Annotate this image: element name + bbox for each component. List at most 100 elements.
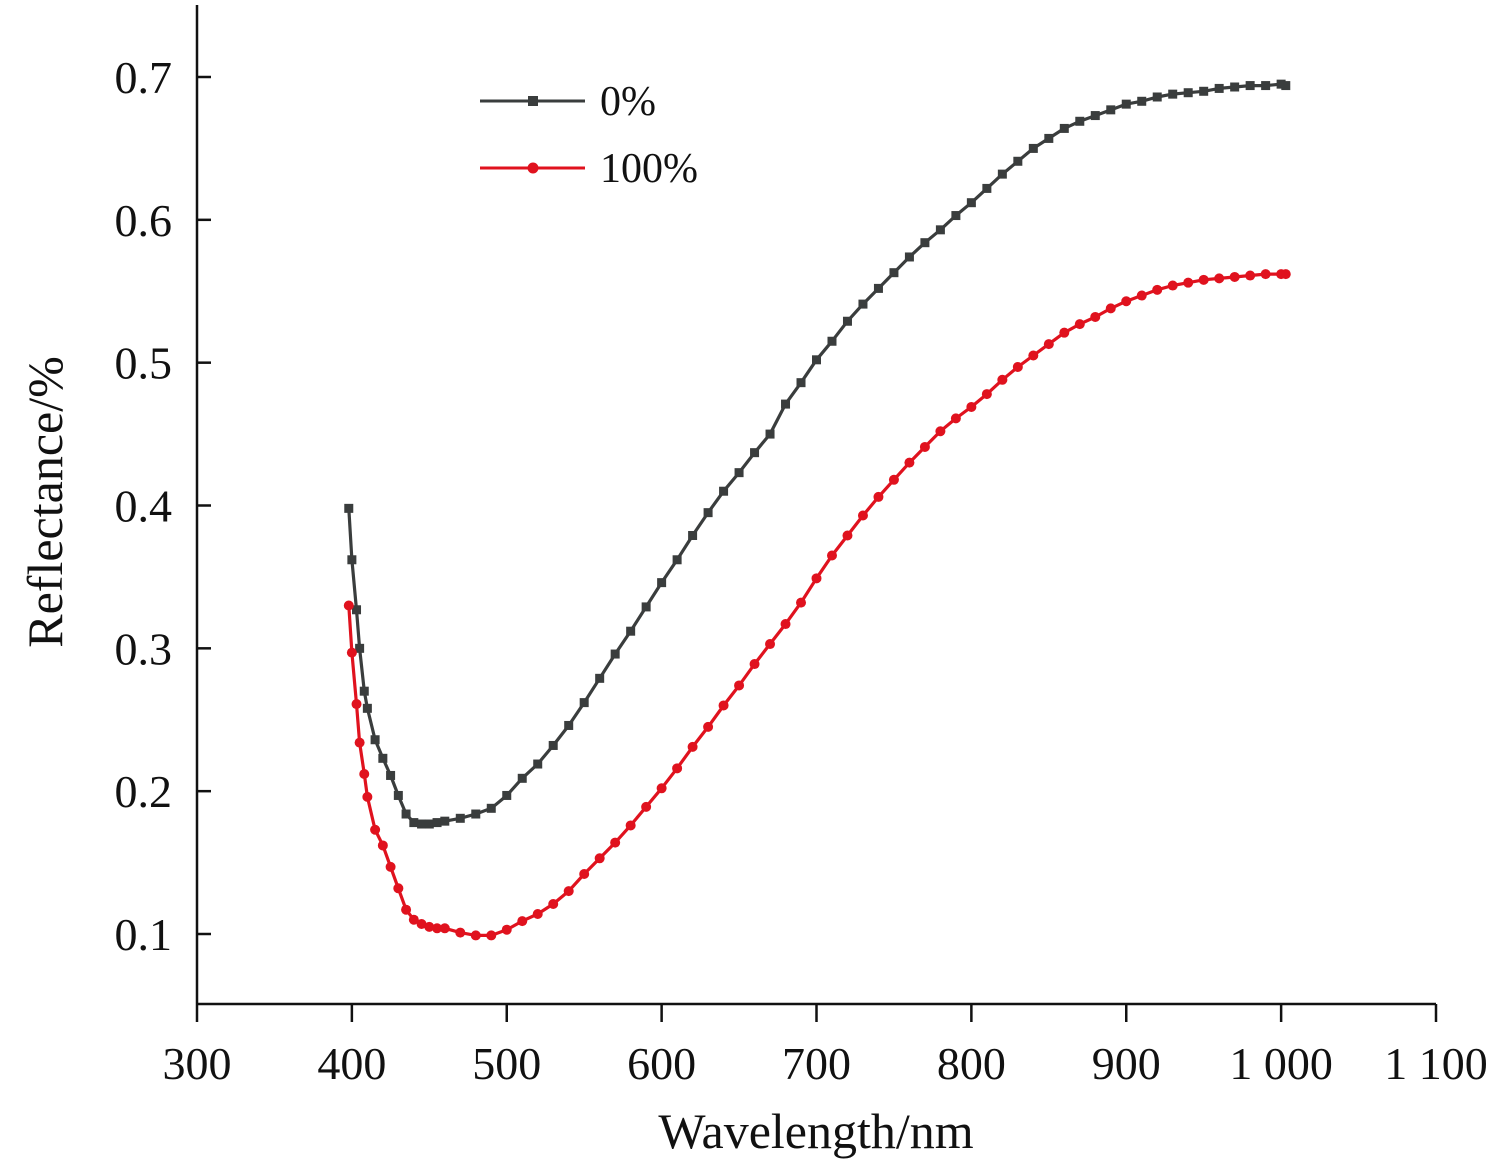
data-point — [347, 555, 357, 565]
data-point — [1121, 99, 1131, 109]
data-point — [610, 837, 621, 848]
data-point — [440, 816, 450, 826]
data-point — [370, 824, 381, 835]
data-point — [564, 720, 574, 730]
data-point — [842, 316, 852, 326]
data-point — [359, 769, 370, 780]
data-point — [1059, 123, 1069, 133]
y-ticks: 0.1 0.2 0.3 0.4 0.5 0.6 0.7 — [115, 52, 211, 960]
x-tick-label: 600 — [627, 1038, 696, 1089]
data-point — [532, 909, 543, 920]
data-point — [1090, 111, 1100, 121]
data-point — [579, 869, 590, 880]
data-point — [734, 680, 745, 691]
data-point — [857, 510, 868, 521]
data-point — [354, 737, 365, 748]
legend-item-0: 0% — [480, 79, 656, 125]
data-point — [408, 914, 419, 925]
data-point — [416, 919, 427, 930]
data-point — [1028, 350, 1039, 361]
data-point — [455, 927, 466, 938]
data-point — [982, 183, 992, 193]
data-point — [351, 699, 362, 710]
data-point — [548, 740, 558, 750]
data-point — [432, 818, 442, 828]
data-point — [688, 530, 698, 540]
legend-item-1: 100% — [480, 146, 698, 192]
data-point — [1199, 86, 1209, 96]
data-point — [951, 211, 961, 221]
data-point — [1214, 273, 1225, 284]
data-point — [641, 801, 652, 812]
data-point — [355, 643, 365, 653]
data-point — [765, 639, 776, 650]
data-point — [935, 426, 946, 437]
data-point — [1136, 290, 1147, 301]
data-point — [718, 700, 729, 711]
data-point — [641, 602, 651, 612]
data-point — [1121, 296, 1132, 307]
data-point — [362, 703, 372, 713]
series-0 — [344, 79, 1291, 829]
y-tick-label: 0.7 — [115, 52, 173, 103]
data-point — [344, 503, 354, 513]
x-ticks: 300 400 500 600 700 800 900 1 000 1 100 — [163, 1004, 1488, 1089]
data-point — [579, 698, 589, 708]
data-point — [626, 626, 636, 636]
data-point — [1105, 303, 1116, 314]
data-point — [424, 819, 434, 829]
data-point — [904, 457, 915, 468]
data-point — [594, 853, 605, 864]
data-point — [1152, 92, 1162, 102]
data-point — [595, 673, 605, 683]
data-point — [346, 647, 357, 658]
y-tick-label: 0.2 — [115, 766, 173, 817]
data-point — [672, 763, 683, 774]
data-point — [811, 573, 822, 584]
data-point — [517, 773, 527, 783]
data-point — [1167, 280, 1178, 291]
data-point — [672, 555, 682, 565]
data-point — [734, 468, 744, 478]
series-layer — [343, 79, 1291, 941]
data-point — [966, 401, 977, 412]
axes — [195, 5, 1436, 1006]
data-point — [904, 252, 914, 262]
data-point — [750, 448, 760, 458]
data-point — [393, 883, 404, 894]
data-point — [1044, 133, 1054, 143]
data-point — [1280, 269, 1291, 280]
data-point — [1137, 96, 1147, 106]
x-tick-label: 700 — [782, 1038, 851, 1089]
data-point — [812, 355, 821, 365]
y-tick-label: 0.4 — [115, 481, 173, 532]
y-axis-title: Reflectance/% — [17, 356, 73, 647]
data-point — [362, 791, 373, 802]
data-point — [1245, 270, 1256, 281]
y-tick-label: 0.5 — [115, 338, 173, 389]
y-tick-label: 0.1 — [115, 909, 173, 960]
data-point — [966, 198, 976, 208]
data-point — [919, 441, 930, 452]
data-point — [1183, 88, 1193, 98]
data-point — [997, 374, 1008, 385]
data-point — [343, 600, 354, 611]
data-point — [501, 924, 512, 935]
data-point — [1075, 116, 1085, 126]
data-point — [657, 578, 667, 588]
data-point — [1106, 105, 1116, 115]
x-axis-title: Wavelength/nm — [658, 1103, 973, 1159]
data-point — [997, 169, 1007, 179]
data-point — [502, 790, 512, 800]
data-point — [610, 649, 620, 659]
data-point — [1090, 311, 1101, 322]
data-point — [780, 619, 791, 630]
data-point — [1198, 274, 1209, 285]
data-point — [827, 336, 837, 346]
data-point — [1074, 319, 1085, 330]
data-point — [370, 735, 380, 745]
series-1 — [343, 269, 1291, 941]
data-point — [1028, 143, 1038, 153]
data-point — [873, 283, 883, 293]
data-point — [424, 921, 435, 932]
